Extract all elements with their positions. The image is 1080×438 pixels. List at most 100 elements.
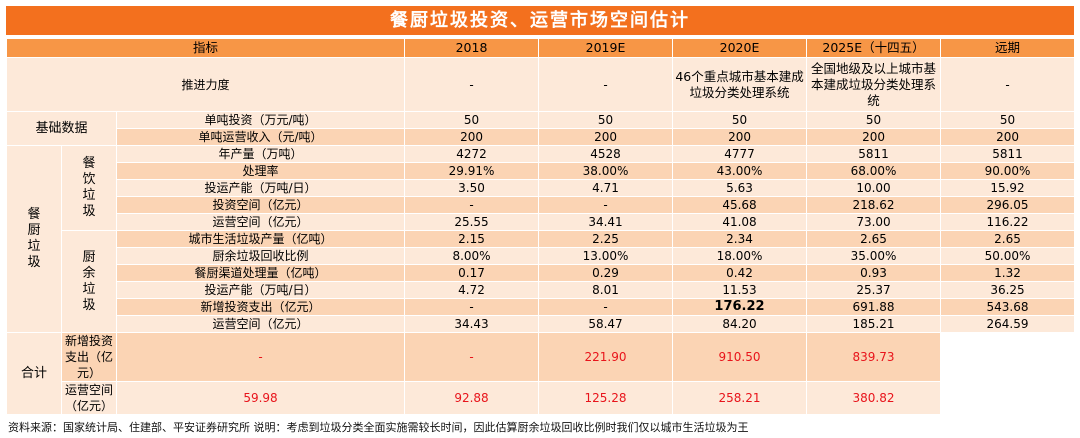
table-row: 餐厨垃圾 餐饮垃圾 年产量（万吨） 4272 4528 4777 5811 58… — [6, 145, 1076, 333]
row-label: 新增投资支出（亿元） — [115, 298, 406, 316]
push-row: 推进力度 - - 46个重点城市基本建成垃圾分类处理系统 全国地级及以上城市基本… — [5, 57, 1076, 112]
group-label: 基础数据 — [6, 111, 117, 146]
table-row: 运营空间（亿元） 25.55 34.41 41.08 73.00 116.22 — [7, 213, 1076, 231]
row-label: 投资空间（亿元） — [115, 196, 406, 214]
cell: 2.25 — [538, 230, 674, 248]
cell: 8.00% — [404, 247, 540, 265]
cell: 50 — [940, 111, 1076, 129]
cell: - — [404, 332, 540, 382]
cell: - — [940, 57, 1076, 112]
header-row: 指标 2018 2019E 2020E 2025E（十四五） 远期 — [5, 38, 1076, 58]
cell: 92.88 — [404, 381, 540, 415]
cell: 200 — [806, 128, 942, 146]
cell: 0.93 — [806, 264, 942, 282]
cell: 543.68 — [940, 298, 1076, 316]
table-row: 运营空间（亿元） 59.98 92.88 125.28 258.21 380.8… — [7, 381, 1075, 415]
cell: 58.47 — [538, 315, 674, 333]
cell: 221.90 — [538, 332, 674, 382]
table-row: 厨余垃圾 城市生活垃圾产量（亿吨） 2.15 2.25 2.34 2.65 2.… — [7, 230, 1076, 333]
cell: 4.71 — [538, 179, 674, 197]
cell: 90.00% — [940, 162, 1076, 180]
cell: 34.43 — [404, 315, 540, 333]
cell: 4528 — [538, 145, 674, 163]
table-row: 基础数据 单吨投资（万元/吨） 50 50 50 50 50 — [6, 111, 1076, 146]
cell: 185.21 — [806, 315, 942, 333]
row-label: 城市生活垃圾产量（亿吨） — [115, 230, 406, 248]
cell: 0.29 — [538, 264, 674, 282]
cell: 200 — [672, 128, 808, 146]
table-row: 单吨运营收入（元/吨） 200 200 200 200 200 — [7, 128, 1076, 146]
kitchen-label: 餐厨垃圾 — [6, 145, 62, 333]
cell: 200 — [538, 128, 674, 146]
cell: 910.50 — [672, 332, 808, 382]
cell: 43.00% — [672, 162, 808, 180]
cell: 11.53 — [672, 281, 808, 299]
cell: 45.68 — [672, 196, 808, 214]
cell: 4777 — [672, 145, 808, 163]
header-year: 2019E — [538, 38, 674, 58]
cell: 38.00% — [538, 162, 674, 180]
row-label: 投运产能（万吨/日） — [115, 281, 406, 299]
cell: 264.59 — [940, 315, 1076, 333]
cell: 5811 — [940, 145, 1076, 163]
cell: 15.92 — [940, 179, 1076, 197]
total-label: 合计 — [6, 332, 62, 415]
cell: 50 — [806, 111, 942, 129]
source-note: 资料来源：国家统计局、住建部、平安证券研究所 说明：考虑到垃圾分类全面实施需较长… — [8, 421, 749, 434]
cell: 0.17 — [404, 264, 540, 282]
cell: 50 — [404, 111, 540, 129]
cell: 4.72 — [404, 281, 540, 299]
table-row: 运营空间（亿元） 34.43 58.47 84.20 185.21 264.59 — [7, 315, 1076, 333]
row-label: 厨余垃圾回收比例 — [115, 247, 406, 265]
cell: 18.00% — [672, 247, 808, 265]
row-label: 新增投资支出（亿元） — [61, 332, 117, 382]
cell: - — [404, 57, 540, 112]
cell: 13.00% — [538, 247, 674, 265]
cell: 116.22 — [940, 213, 1076, 231]
row-label: 单吨运营收入（元/吨） — [115, 128, 406, 146]
header-year: 2018 — [404, 38, 540, 58]
header-year: 远期 — [940, 38, 1076, 58]
table-row: 处理率 29.91% 38.00% 43.00% 68.00% 90.00% — [7, 162, 1076, 180]
cell: 125.28 — [538, 381, 674, 415]
cell: - — [115, 332, 406, 382]
cell: 41.08 — [672, 213, 808, 231]
header-year: 2025E（十四五） — [806, 38, 942, 58]
cell: 36.25 — [940, 281, 1076, 299]
market-space-table: 指标 2018 2019E 2020E 2025E（十四五） 远期 推进力度 -… — [5, 38, 1076, 415]
cell: 258.21 — [672, 381, 808, 415]
table-row: 餐厨渠道处理量（亿吨） 0.17 0.29 0.42 0.93 1.32 — [7, 264, 1076, 282]
cell: 8.01 — [538, 281, 674, 299]
cell: 2.15 — [404, 230, 540, 248]
table-row: 厨余垃圾回收比例 8.00% 13.00% 18.00% 35.00% 50.0… — [7, 247, 1076, 265]
cell: 1.32 — [940, 264, 1076, 282]
cell: 296.05 — [940, 196, 1076, 214]
cell: 200 — [404, 128, 540, 146]
cell: 50 — [538, 111, 674, 129]
row-label: 处理率 — [115, 162, 406, 180]
cell: 218.62 — [806, 196, 942, 214]
cell: - — [404, 196, 540, 214]
cell: 691.88 — [806, 298, 942, 316]
cell: 2.34 — [672, 230, 808, 248]
row-label: 运营空间（亿元） — [61, 381, 117, 415]
cell: 200 — [940, 128, 1076, 146]
cell: 2.65 — [806, 230, 942, 248]
row-label: 运营空间（亿元） — [115, 213, 406, 231]
cell: 380.82 — [806, 381, 942, 415]
cell: 50.00% — [940, 247, 1076, 265]
cell: - — [538, 57, 674, 112]
table-title: 餐厨垃圾投资、运营市场空间估计 — [6, 6, 1074, 35]
row-label: 推进力度 — [5, 57, 406, 112]
cell: 839.73 — [806, 332, 942, 382]
row-label: 投运产能（万吨/日） — [115, 179, 406, 197]
cell: 10.00 — [806, 179, 942, 197]
cell: 68.00% — [806, 162, 942, 180]
table-row: 投运产能（万吨/日） 3.50 4.71 5.63 10.00 15.92 — [7, 179, 1076, 197]
cell: 29.91% — [404, 162, 540, 180]
cell: 全国地级及以上城市基本建成垃圾分类处理系统 — [806, 57, 942, 112]
cell: 34.41 — [538, 213, 674, 231]
cell: - — [538, 298, 674, 316]
cell: 2.65 — [940, 230, 1076, 248]
cell: 0.42 — [672, 264, 808, 282]
